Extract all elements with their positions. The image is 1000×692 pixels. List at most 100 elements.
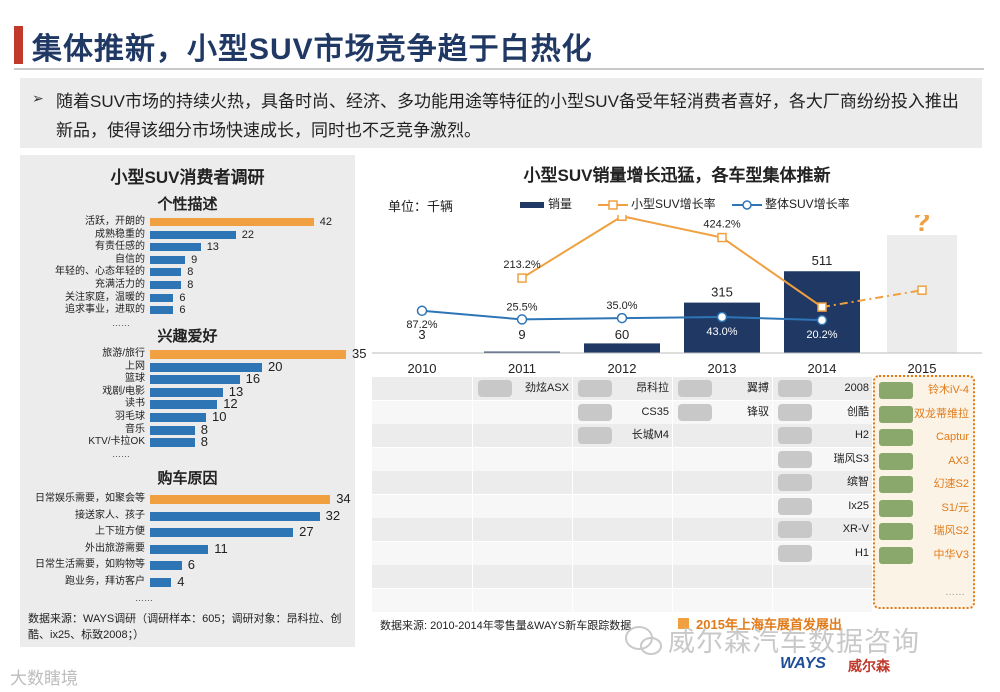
- survey-source: 数据来源：WAYS调研（调研样本：605；调研对象：昂科拉、创酷、ix25、标致…: [28, 613, 342, 641]
- car-thumbnail: [879, 546, 913, 564]
- survey-bar-label: 接送家人、孩子: [75, 509, 145, 521]
- small-growth-forecast-line: [821, 289, 923, 309]
- new-model-row: 中华V3: [879, 544, 971, 567]
- survey-bar: [150, 243, 201, 252]
- survey-bar-row: 羽毛球 10: [20, 410, 355, 424]
- survey-bar: [150, 350, 346, 359]
- survey-bar-value: 6: [187, 557, 196, 573]
- sales-panel: 小型SUV销量增长迅猛，各车型集体推新 单位：千辆 销量 小型SUV增长率 整体…: [372, 155, 982, 647]
- survey-bar-row: 戏剧/电影 13: [20, 384, 355, 399]
- brand-logo: WAYS: [780, 655, 826, 672]
- sales-value-label: 511: [812, 253, 833, 268]
- column-separator: [472, 377, 473, 613]
- table-row: [372, 447, 872, 471]
- survey-bar-value: 13: [206, 241, 219, 254]
- survey-bar-row: 活跃，开朗的 42: [20, 215, 355, 229]
- new-model-name: 铃木iV-4: [928, 384, 969, 396]
- car-thumbnail: [778, 544, 812, 562]
- total-growth-label: 25.5%: [506, 301, 537, 313]
- survey-bar-value: 20: [268, 358, 283, 374]
- sales-value-label: 60: [615, 327, 629, 342]
- intro-text: 随着SUV市场的持续火热，具备时尚、经济、多功能用途等特征的小型SUV备受年轻消…: [56, 92, 959, 140]
- survey-bar-row: 充满活力的 8: [20, 278, 355, 292]
- table-row: [372, 588, 872, 612]
- survey-ellipsis: ……: [135, 593, 153, 603]
- survey-bar-label: 日常娱乐需要，如聚会等: [35, 493, 145, 504]
- wechat-icon: [625, 626, 662, 655]
- survey-bar: [150, 413, 206, 422]
- new-models-2015: 铃木iV-4 双龙蒂维拉 Captur AX3 幻速S2 S1/元 瑞风S2 中华V3 ……: [873, 375, 975, 609]
- survey-bar-label: 音乐: [125, 423, 145, 435]
- total-growth-label: 87.2%: [406, 319, 437, 331]
- sales-value-label: 3: [418, 327, 425, 342]
- survey-bar: [150, 375, 240, 385]
- legend-small-growth: 小型SUV增长率: [598, 195, 716, 212]
- survey-bar-row: 日常娱乐需要，如聚会等 34: [20, 492, 355, 506]
- legend-total-label: 整体SUV增长率: [765, 197, 850, 211]
- survey-bar: [150, 268, 182, 277]
- car-model-name: 瑞风S3: [833, 452, 869, 465]
- survey-bar-label: 外出旅游需要: [85, 542, 145, 554]
- survey-bar-value: 6: [179, 304, 186, 317]
- table-row: [372, 400, 872, 424]
- survey-bar: [150, 544, 209, 554]
- new-models-ellipsis: ……: [945, 587, 965, 598]
- sales-value-label: 9: [518, 327, 525, 342]
- total-growth-point: [616, 312, 628, 324]
- new-model-row: 双龙蒂维拉: [879, 403, 971, 426]
- car-thumbnail: [678, 380, 712, 397]
- survey-bar: [150, 387, 223, 397]
- small-growth-point: [517, 273, 527, 283]
- survey-bar-value: 32: [325, 507, 341, 523]
- survey-panel: 小型SUV消费者调研 个性描述 活跃，开朗的 42 成熟稳重的 22 有责任感的 13 自信的…: [20, 155, 366, 647]
- small-growth-point: [817, 302, 827, 312]
- new-model-name: Captur: [935, 431, 969, 443]
- survey-bar-label: 年轻的、心态年轻的: [55, 266, 145, 278]
- survey-bar-row: 旅游/旅行 35: [20, 347, 366, 361]
- survey-bar-row: 成熟稳重的 22: [20, 228, 355, 242]
- new-model-row: 铃木iV-4: [879, 379, 971, 402]
- column-separator: [772, 377, 773, 613]
- car-thumbnail: [778, 427, 812, 444]
- car-model-name: CS35: [641, 405, 669, 418]
- survey-bar: [150, 528, 294, 538]
- survey-bar: [150, 218, 314, 226]
- survey-bar-value: 35: [352, 346, 367, 361]
- car-model-name: 长城M4: [631, 429, 669, 441]
- survey-bar: [150, 561, 182, 571]
- small-growth-label: 424.2%: [703, 219, 741, 231]
- x-tick-label: 2015: [908, 361, 937, 376]
- survey-bar-value: 8: [200, 421, 209, 437]
- legend-sales-swatch: [520, 201, 544, 208]
- total-growth-point: [516, 314, 528, 325]
- intro-box: ➢ 随着SUV市场的持续火热，具备时尚、经济、多功能用途等特征的小型SUV备受年…: [20, 78, 982, 148]
- survey-bar-label: 活跃，开朗的: [85, 216, 145, 227]
- survey-bar-value: 8: [187, 279, 194, 291]
- survey-bar-value: 42: [319, 216, 333, 228]
- survey-bar-label: 关注家庭，温暖的: [65, 291, 145, 303]
- table-row: [372, 541, 872, 565]
- survey-bar-value: 16: [245, 371, 261, 387]
- title-bar: 集体推新，小型SUV市场竞争趋于白热化: [0, 20, 1000, 70]
- survey-bar: [150, 281, 182, 289]
- legend-sales-label: 销量: [548, 197, 573, 211]
- intro-bullet-icon: ➢: [32, 90, 44, 106]
- survey-bar-row: 外出旅游需要 11: [20, 540, 355, 556]
- survey-bar-row: 关注家庭，温暖的 6: [20, 291, 355, 305]
- survey-bar-value: 8: [200, 434, 209, 450]
- small-growth-line: [521, 215, 823, 308]
- car-thumbnail: [478, 380, 512, 397]
- survey-bar-label: 追求事业，进取的: [65, 304, 145, 316]
- survey-bar-row: 篮球 16: [20, 372, 355, 386]
- survey-bar-value: 11: [214, 540, 228, 556]
- car-thumbnail: [778, 450, 812, 468]
- car-thumbnail: [879, 476, 913, 493]
- survey-bar: [150, 230, 236, 239]
- legend-total-swatch: [732, 200, 762, 210]
- small-growth-point: [917, 285, 927, 295]
- survey-bar-label: 跑业务，拜访客户: [65, 576, 145, 587]
- car-model-name: 昂科拉: [636, 382, 669, 394]
- car-thumbnail: [778, 497, 812, 515]
- x-tick-label: 2014: [808, 361, 837, 376]
- car-model-name: 翼搏: [747, 382, 769, 394]
